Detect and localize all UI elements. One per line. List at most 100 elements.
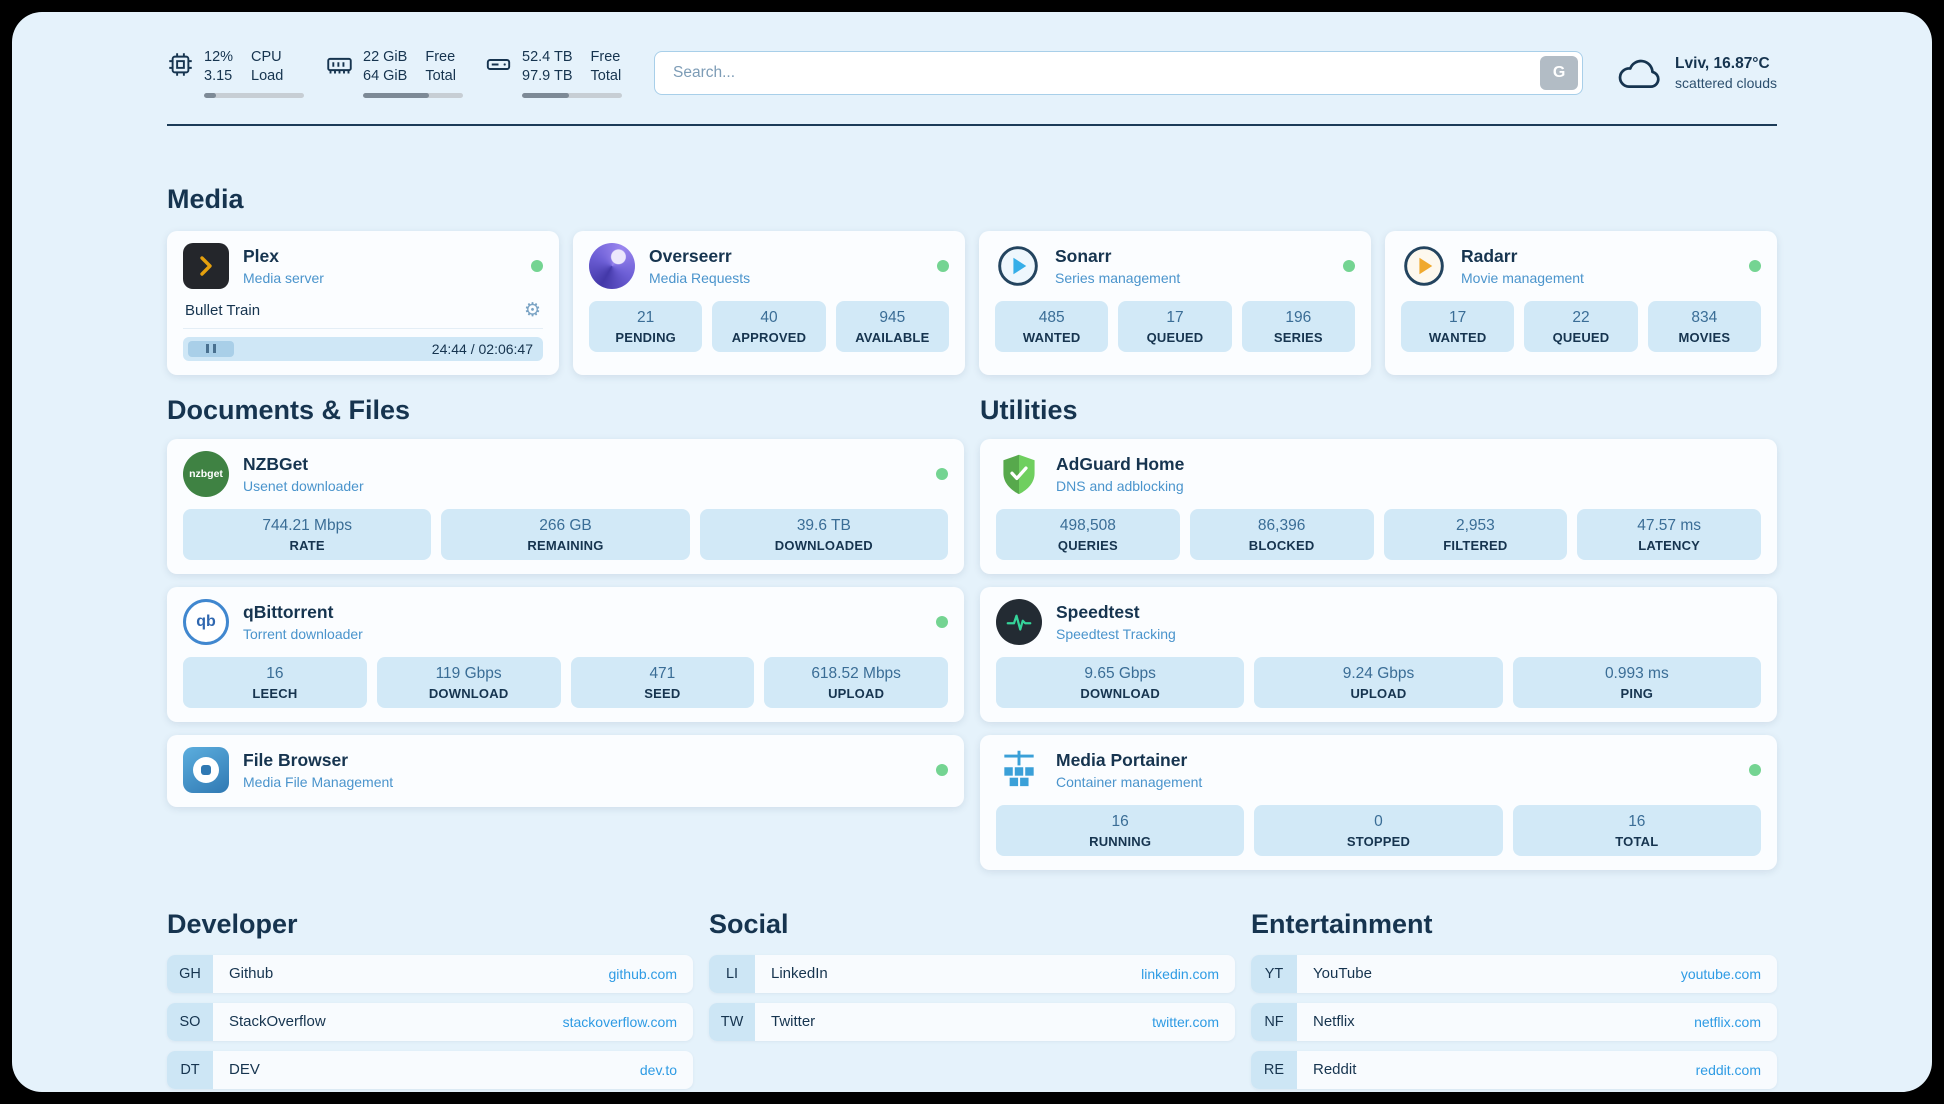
stat-label: SERIES [1273, 329, 1323, 345]
stat-label: REMAINING [527, 537, 604, 553]
stat-box: 22 QUEUED [1524, 300, 1638, 352]
overseerr-card[interactable]: Overseerr Media Requests 21 PENDING 40 A… [573, 230, 965, 375]
utilities-column: Utilities [980, 395, 1777, 883]
stat-label: DOWNLOADED [774, 537, 873, 553]
stat-box: 16 LEECH [183, 656, 367, 708]
stat-box: 40 APPROVED [712, 300, 826, 352]
nzbget-icon: nzbget [183, 450, 229, 497]
stat-box: 498,508 QUERIES [996, 508, 1180, 560]
memory-progress-bar [363, 92, 463, 98]
speedtest-card[interactable]: Speedtest Speedtest Tracking 9.65 Gbps D… [980, 586, 1777, 722]
weather-condition: scattered clouds [1675, 74, 1777, 91]
bookmark-abbr: LI [709, 954, 755, 993]
nzbget-card[interactable]: nzbget NZBGet Usenet downloader 744.21 M… [167, 438, 964, 574]
bookmark-name: DEV [229, 1061, 260, 1079]
bookmark-name: LinkedIn [771, 965, 828, 983]
stat-label: LATENCY [1638, 537, 1701, 553]
app-subtitle: Usenet downloader [243, 477, 364, 494]
speedtest-icon [996, 598, 1042, 645]
bookmark-dev[interactable]: DT DEV dev.to [167, 1050, 693, 1089]
stat-box: 16 RUNNING [996, 804, 1245, 856]
bookmark-github[interactable]: GH Github github.com [167, 954, 693, 993]
storage-icon [485, 51, 512, 78]
qbittorrent-card[interactable]: qb qBittorrent Torrent downloader 16 LEE… [167, 586, 964, 722]
app-name: NZBGet [243, 453, 309, 474]
bookmark-twitter[interactable]: TW Twitter twitter.com [709, 1002, 1235, 1041]
bookmark-url: reddit.com [1695, 1061, 1761, 1078]
radarr-card[interactable]: Radarr Movie management 17 WANTED 22 QUE… [1385, 230, 1777, 375]
stat-label: FILTERED [1443, 537, 1508, 553]
now-playing-title: Bullet Train [185, 301, 261, 319]
stat-box: 0.993 ms PING [1512, 656, 1761, 708]
search-input[interactable] [654, 50, 1584, 95]
bookmark-abbr: YT [1251, 954, 1297, 993]
cpu-labels: CPU Load [251, 48, 283, 86]
system-metrics: 12% 3.15 CPU Load [167, 48, 622, 98]
memory-progress-fill [363, 92, 429, 98]
gear-icon[interactable]: ⚙ [523, 299, 541, 321]
bookmark-name: YouTube [1313, 965, 1372, 983]
memory-free-value: 22 GiB [363, 49, 408, 65]
stat-value: 86,396 [1257, 516, 1306, 534]
sonarr-card[interactable]: Sonarr Series management 485 WANTED 17 Q… [979, 230, 1371, 375]
cpu-metric: 12% 3.15 CPU Load [167, 48, 304, 98]
plex-icon [183, 242, 229, 289]
stat-box: 196 SERIES [1241, 300, 1355, 352]
stat-value: 16 [1111, 812, 1129, 830]
bookmark-name: Github [229, 965, 274, 983]
stat-label: QUERIES [1057, 537, 1118, 553]
stat-label: APPROVED [731, 329, 807, 345]
adguard-card[interactable]: AdGuard Home DNS and adblocking 498,508 … [980, 438, 1777, 574]
radarr-icon [1401, 243, 1447, 289]
portainer-card[interactable]: Media Portainer Container management 16 … [980, 734, 1777, 870]
filebrowser-card[interactable]: File Browser Media File Management [167, 734, 964, 807]
stat-value: 266 GB [539, 516, 592, 534]
sonarr-icon [995, 243, 1041, 289]
stat-value: 0.993 ms [1604, 664, 1669, 682]
app-subtitle: Media Requests [649, 269, 751, 286]
stat-label: STOPPED [1346, 833, 1411, 849]
section-title-documents: Documents & Files [167, 394, 411, 425]
search-provider-button[interactable]: G [1540, 55, 1579, 90]
cpu-progress-bar [204, 92, 304, 98]
app-name: Sonarr [1055, 245, 1112, 266]
bookmark-abbr: TW [709, 1002, 755, 1041]
bookmark-netflix[interactable]: NF Netflix netflix.com [1251, 1002, 1777, 1041]
storage-progress-fill [522, 92, 569, 98]
memory-labels: Free Total [425, 48, 456, 86]
status-online-dot [936, 763, 948, 776]
documents-column: Documents & Files nzbget NZBGet Usenet d… [167, 395, 964, 820]
bookmark-linkedin[interactable]: LI LinkedIn linkedin.com [709, 954, 1235, 993]
section-title-social: Social [709, 908, 789, 939]
stat-value: 196 [1285, 308, 1312, 326]
stat-value: 17 [1449, 308, 1467, 326]
dashboard-panel: 12% 3.15 CPU Load [12, 12, 1932, 1092]
stat-box: 16 TOTAL [1512, 804, 1761, 856]
total-label: Total [425, 67, 456, 84]
memory-total-value: 64 GiB [363, 67, 408, 84]
section-title-utilities: Utilities [980, 394, 1078, 425]
stat-value: 21 [637, 308, 655, 326]
storage-progress-bar [522, 92, 622, 98]
load-label: Load [251, 67, 284, 84]
weather-location: Lviv, 16.87°C [1675, 54, 1770, 72]
stat-box: 9.24 Gbps UPLOAD [1254, 656, 1503, 708]
dashboard-container: 12% 3.15 CPU Load [167, 12, 1777, 1092]
bookmark-youtube[interactable]: YT YouTube youtube.com [1251, 954, 1777, 993]
status-online-dot [1749, 763, 1761, 776]
plex-card[interactable]: Plex Media server Bullet Train ⚙ 24:44 /… [167, 230, 559, 375]
bookmark-reddit[interactable]: RE Reddit reddit.com [1251, 1050, 1777, 1089]
memory-values: 22 GiB 64 GiB [363, 48, 407, 86]
bookmark-abbr: SO [167, 1002, 213, 1041]
bookmark-stackoverflow[interactable]: SO StackOverflow stackoverflow.com [167, 1002, 693, 1041]
free-label: Free [425, 49, 456, 65]
stat-box: 9.65 Gbps DOWNLOAD [996, 656, 1245, 708]
stat-box: 744.21 Mbps RATE [183, 508, 432, 560]
bookmark-abbr: DT [167, 1050, 213, 1089]
stat-value: 744.21 Mbps [262, 516, 352, 534]
status-online-dot [937, 259, 949, 272]
bookmark-abbr: RE [1251, 1050, 1297, 1089]
pause-button[interactable] [188, 340, 234, 357]
developer-column: Developer GH Github github.com SO StackO… [167, 909, 693, 1092]
app-name: qBittorrent [243, 601, 334, 622]
